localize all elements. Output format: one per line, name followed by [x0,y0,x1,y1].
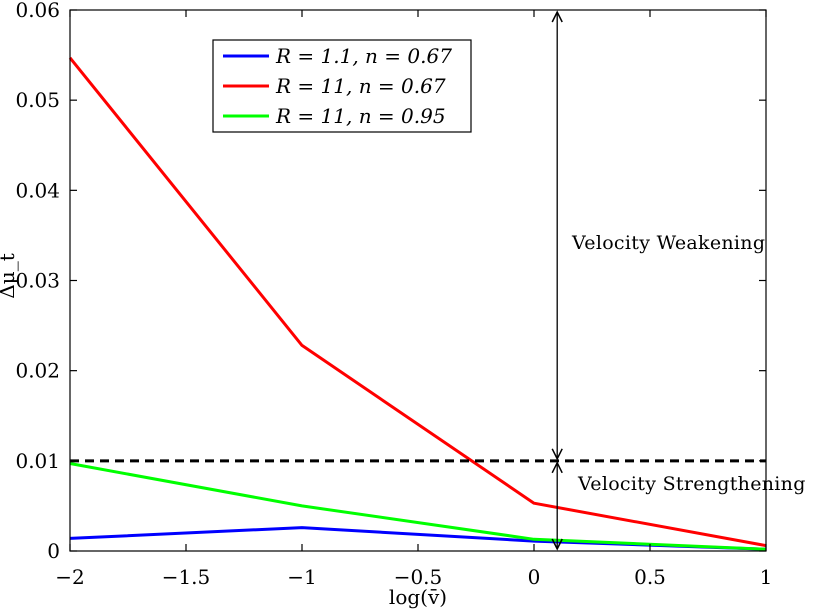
legend-label-3: R = 11, n = 0.95 [275,104,446,128]
x-tick-label-5: 0 [528,565,541,589]
x-tick-label-7: 1 [760,565,773,589]
x-tick-label-1: −2 [55,565,84,589]
annotation-text-1: Velocity Weakening [571,232,765,254]
x-tick-label-4: −0.5 [394,565,443,589]
annotation-arrowhead-bottom-1 [551,448,563,461]
x-tick-label-3: −1 [287,565,316,589]
annotation-arrowhead-bottom-2 [551,538,563,551]
y-tick-label-1: 0 [47,539,60,563]
y-tick-label-4: 0.03 [15,269,60,293]
y-tick-label-2: 0.01 [15,449,60,473]
x-axis-label: log(v̄) [389,585,447,609]
annotation-layer: Velocity Weakening Velocity Strengthening [551,10,806,551]
y-tick-label-7: 0.06 [15,0,60,22]
y-axis-label: Δμ_t [0,253,19,298]
y-tick-label-5: 0.04 [15,178,60,202]
annotation-text-2: Velocity Strengthening [577,473,806,495]
legend-label-1: R = 1.1, n = 0.67 [275,44,452,68]
annotation-arrowhead-top-1 [551,10,563,23]
legend-label-2: R = 11, n = 0.67 [275,74,446,98]
x-tick-label-2: −1.5 [162,565,211,589]
y-tick-label-3: 0.02 [15,359,60,383]
axes-layer: −2 −1.5 −1 −0.5 0 0.5 1 0 0.01 0.02 0.03 0.04 0.05 0.… [15,0,772,589]
legend: R = 1.1, n = 0.67 R = 11, n = 0.67 R = 11,… [212,39,472,133]
series-line-2 [68,56,767,548]
y-tick-label-6: 0.05 [15,88,60,112]
x-tick-label-6: 0.5 [634,565,666,589]
annotation-arrowhead-top-2 [551,461,563,474]
